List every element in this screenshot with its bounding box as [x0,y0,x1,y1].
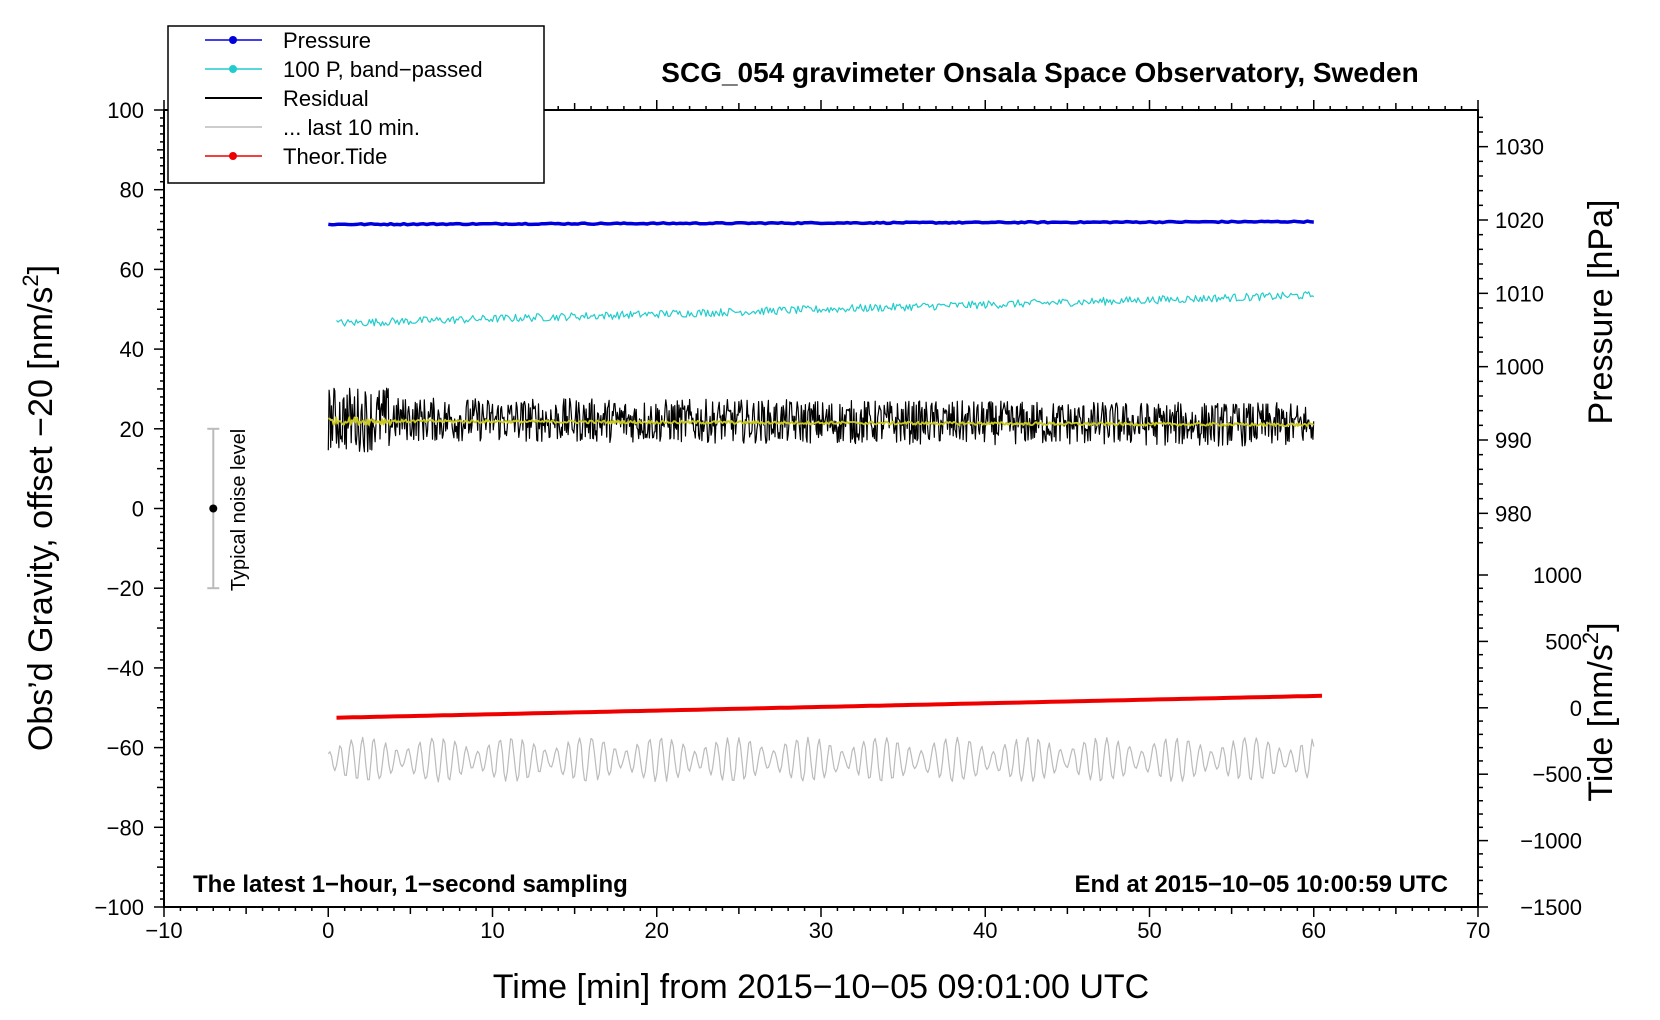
x-tick-label: 20 [645,918,669,943]
tide-tick-label: −1000 [1520,829,1582,854]
pressure-tick-label: 1010 [1495,281,1544,306]
legend-marker [229,65,237,73]
series-line-100-p-band-passed [336,291,1315,327]
series-line-pressure [328,219,1314,227]
tide-tick-label: −1500 [1520,895,1582,920]
series-line-residual-smoothed [328,416,1315,428]
x-tick-label: 30 [809,918,833,943]
legend-label: Theor.Tide [283,144,387,169]
plot-frame [163,109,1479,908]
noise-level-label: Typical noise level [228,429,250,591]
pressure-tick-label: 1000 [1495,355,1544,380]
legend-item: 100 P, band−passed [205,57,483,82]
y-tick-label: −100 [94,895,144,920]
legend-item: Theor.Tide [205,144,387,169]
legend-item: Residual [205,86,369,111]
series-line-residual [327,387,1315,453]
x-tick-label: 40 [973,918,997,943]
axis-ticks [154,100,1488,917]
pressure-tick-label: 1030 [1495,135,1544,160]
pressure-tick-label: 980 [1495,501,1532,526]
noise-level-center-dot [209,504,218,513]
tide-tick-labels: 1000 500 0 −500 −1000 −1500 [1520,563,1582,920]
x-axis-title: Time [min] from 2015−10−05 09:01:00 UTC [493,968,1149,1006]
tide-tick-label: 500 [1545,629,1582,654]
y-tick-labels: 100 80 60 40 20 0 −20 −40 −60 −80 −100 [94,98,144,920]
y-axis-title-pressure: Pressure [hPa] [1582,200,1620,425]
legend-item: Pressure [205,28,371,53]
pressure-tick-label: 1020 [1495,208,1544,233]
annotation-bottom-left: The latest 1−hour, 1−second sampling [193,871,628,898]
series-layer [327,219,1323,783]
x-tick-label: 10 [480,918,504,943]
tide-tick-label: −500 [1532,762,1582,787]
x-tick-label: 60 [1302,918,1326,943]
y-axis-title-tide: Tide [nm/s2] [1578,622,1620,801]
series-line-last-10-min [327,736,1315,783]
x-tick-label: 50 [1137,918,1161,943]
series-line-theor-tide [336,693,1323,720]
y-axis-title-left: Obs’d Gravity, offset −20 [nm/s2] [18,265,60,751]
pressure-tick-labels: 1030 1020 1010 1000 990 980 [1495,135,1544,527]
legend-label: 100 P, band−passed [283,57,483,82]
legend-label: Pressure [283,28,371,53]
x-tick-label: 70 [1466,918,1490,943]
legend: Pressure 100 P, band−passed Residual ... la… [167,25,545,184]
legend-marker [229,152,237,160]
y-tick-label: −20 [107,576,144,601]
pressure-tick-label: 990 [1495,428,1532,453]
y-tick-label: 60 [120,257,144,282]
y-tick-label: 0 [132,497,144,522]
legend-label: ... last 10 min. [283,115,420,140]
x-tick-label: 0 [322,918,334,943]
chart-title: SCG_054 gravimeter Onsala Space Observat… [661,57,1418,88]
legend-label: Residual [283,86,369,111]
y-tick-label: 20 [120,417,144,442]
y-tick-label: −60 [107,736,144,761]
tide-tick-label: 0 [1570,696,1582,721]
x-tick-label: −10 [145,918,182,943]
noise-level-indicator: Typical noise level [207,427,250,591]
legend-item: ... last 10 min. [205,115,420,140]
y-tick-label: 100 [107,98,144,123]
y-tick-label: −80 [107,815,144,840]
y-tick-label: 80 [120,178,144,203]
y-tick-label: −40 [107,656,144,681]
x-tick-labels: −10 0 10 20 30 40 50 60 70 [145,918,1490,943]
y-tick-label: 40 [120,337,144,362]
tide-tick-label: 1000 [1533,563,1582,588]
annotation-bottom-right: End at 2015−10−05 10:00:59 UTC [1074,871,1448,898]
legend-marker [229,36,237,44]
